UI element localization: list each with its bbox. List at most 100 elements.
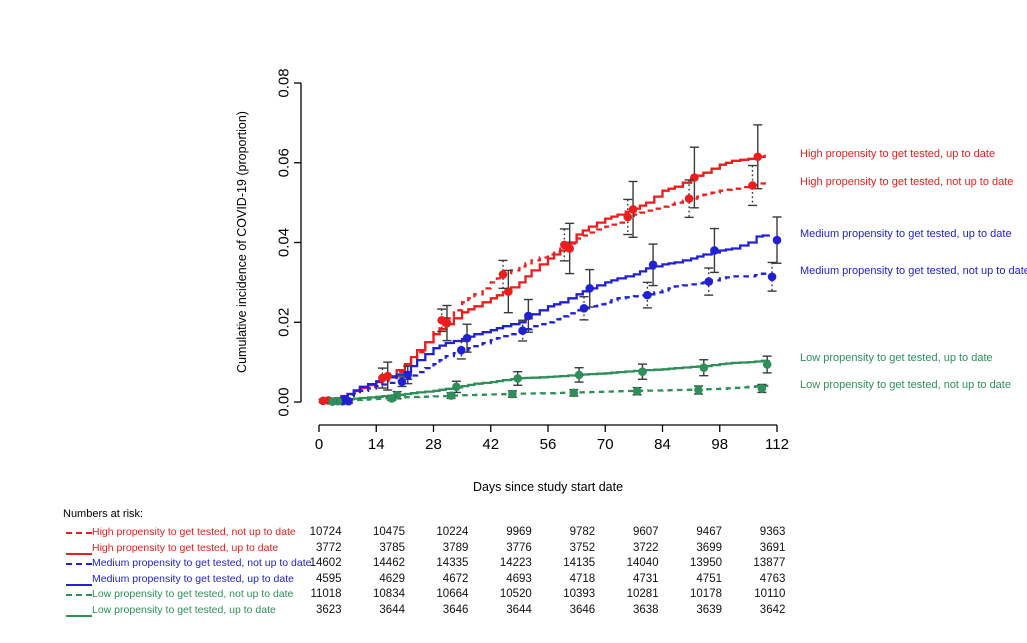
errorbar-low_utd (513, 370, 523, 386)
series-marker-med_utd (403, 370, 413, 380)
errorbar-low_nutd (387, 394, 397, 403)
series-marker-med_utd (710, 246, 719, 255)
errorbar-low_nutd (757, 383, 767, 394)
series-marker-high_nutd (437, 315, 446, 325)
series-marker-low_nutd (387, 394, 397, 403)
series-marker-high_nutd (498, 270, 508, 279)
errorbar-high_nutd (437, 308, 447, 333)
errorbar-med_utd (523, 298, 533, 333)
errorbar-high_nutd (623, 198, 633, 236)
series-marker-high_nutd (748, 181, 757, 190)
errorbar-high_nutd (684, 179, 694, 219)
series-marker-low_nutd (757, 384, 767, 393)
errorbar-med_utd (709, 227, 719, 274)
series-marker-low_nutd (569, 388, 579, 398)
errorbar-med_utd (648, 243, 658, 287)
series-marker-low_utd (638, 367, 647, 376)
series-line-med_utd (319, 234, 770, 404)
errorbar-high_nutd (747, 164, 757, 207)
series-marker-high_nutd (318, 396, 328, 406)
legend-label-high_nutd: High propensity to get tested, not up to… (800, 176, 1013, 188)
errorbar-high_nutd (498, 259, 508, 290)
series-marker-high_utd (628, 205, 638, 214)
errorbar-low_utd (574, 367, 584, 383)
errorbar-low_nutd (569, 388, 579, 398)
errorbar-med_nutd (642, 281, 652, 309)
series-marker-low_utd (762, 360, 772, 369)
x-tick-label: 70 (597, 436, 614, 453)
errorbar-high_nutd (318, 396, 328, 406)
x-tick-label: 28 (425, 436, 442, 453)
errorbar-low_nutd (632, 386, 642, 396)
legend-label-low_nutd: Low propensity to get tested, not up to … (800, 379, 1011, 391)
series-marker-high_nutd (684, 194, 694, 203)
errorbar-med_nutd (397, 376, 407, 388)
series-marker-high_nutd (560, 240, 569, 250)
x-axis-title: Days since study start date (473, 480, 623, 494)
series-marker-low_utd (699, 363, 709, 373)
series-marker-low_utd (574, 370, 584, 380)
series-line-high_nutd (319, 181, 766, 404)
y-axis-title: Cumulative incidence of COVID-19 (propor… (235, 111, 249, 373)
x-tick-label: 42 (482, 436, 499, 453)
legend-label-low_utd: Low propensity to get tested, up to date (800, 352, 993, 364)
series-marker-low_nutd (446, 391, 456, 400)
errorbar-med_utd (585, 268, 595, 308)
y-tick-label: 0.04 (275, 228, 292, 257)
series-marker-med_nutd (767, 272, 777, 282)
errorbar-low_nutd (446, 391, 456, 400)
series-marker-med_nutd (704, 277, 714, 286)
errorbar-low_nutd (327, 397, 337, 406)
x-tick-label: 14 (368, 436, 385, 453)
markers-layer (318, 124, 782, 406)
series-marker-low_nutd (632, 386, 642, 396)
errorbar-low_utd (699, 359, 709, 377)
x-tick-label: 56 (540, 436, 557, 453)
errorbar-high_nutd (377, 367, 387, 389)
x-tick-label: 0 (315, 436, 323, 453)
legend-label-med_utd: Medium propensity to get tested, up to d… (800, 228, 1012, 240)
errorbar-low_utd (451, 380, 461, 394)
x-tick-label: 84 (654, 436, 671, 453)
y-tick-label: 0.02 (275, 308, 292, 337)
series-marker-med_utd (524, 311, 533, 321)
y-tick-label: 0.00 (275, 387, 292, 416)
series-marker-med_nutd (643, 290, 652, 300)
y-tick-label: 0.08 (275, 68, 292, 97)
series-marker-low_utd (452, 382, 461, 392)
series-marker-med_nutd (457, 345, 466, 355)
series-marker-med_utd (585, 284, 595, 293)
errorbar-med_utd (462, 323, 472, 353)
series-line-med_nutd (319, 272, 770, 404)
series-marker-med_utd (648, 260, 658, 270)
series-marker-med_nutd (579, 303, 589, 313)
series-marker-med_utd (772, 235, 782, 245)
series-marker-high_nutd (623, 212, 633, 222)
x-tick-label: 112 (765, 436, 789, 453)
y-tick-label: 0.06 (275, 148, 292, 177)
errorbar-med_utd (772, 216, 782, 264)
errorbar-low_nutd (693, 385, 703, 395)
series-marker-high_utd (753, 152, 763, 162)
legend-label-high_utd: High propensity to get tested, up to dat… (800, 148, 995, 160)
series-marker-low_nutd (328, 397, 337, 406)
series-line-high_utd (319, 154, 766, 404)
errorbar-low_nutd (507, 389, 517, 399)
legend-layer: High propensity to get tested, up to dat… (800, 148, 1027, 391)
errorbar-high_utd (503, 269, 513, 314)
x-tick-label: 98 (711, 436, 728, 453)
errorbar-low_utd (762, 355, 772, 374)
errorbar-low_utd (637, 363, 647, 380)
errorbar-med_nutd (704, 267, 714, 296)
series-marker-high_nutd (378, 373, 387, 383)
errorbar-high_utd (628, 180, 638, 239)
errorbar-med_nutd (518, 319, 528, 342)
series-marker-low_utd (513, 374, 523, 383)
errorbar-med_nutd (767, 261, 777, 292)
errorbar-med_nutd (579, 296, 589, 321)
series-marker-med_nutd (397, 377, 407, 386)
series-marker-med_nutd (518, 326, 527, 335)
series-marker-high_utd (504, 287, 513, 296)
